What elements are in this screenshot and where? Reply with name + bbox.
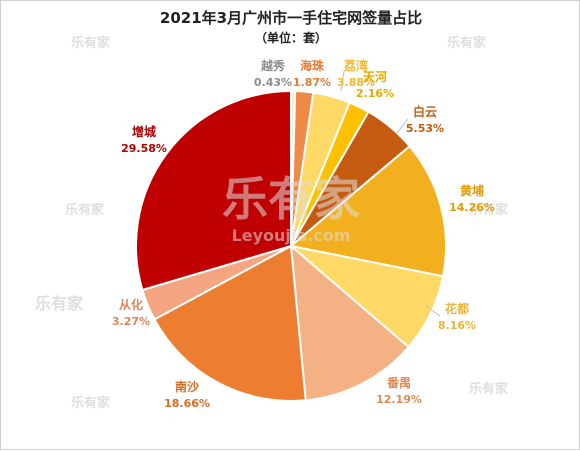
leader-line	[396, 118, 409, 134]
slice-value-label: 12.19%	[376, 393, 422, 406]
watermark-text: 乐有家	[469, 202, 509, 218]
pie-slice-5	[288, 144, 447, 278]
slice-value-label: 29.58%	[121, 142, 167, 155]
watermark-text: 乐有家	[71, 35, 111, 51]
watermark-text: 乐有家	[35, 294, 84, 313]
watermark-layer: 乐有家 乐有家 乐有家 乐有家 乐有家 乐有家 乐有家	[35, 35, 509, 411]
slice-name-label: 番禺	[386, 375, 411, 390]
slice-name-label: 越秀	[260, 58, 286, 73]
watermark-text: 乐有家	[447, 35, 487, 51]
slice-name-label: 增城	[132, 124, 156, 139]
pie-slices	[135, 89, 447, 402]
leader-line	[340, 70, 345, 92]
slice-name-label: 白云	[413, 104, 437, 119]
slice-name-label: 天河	[363, 69, 387, 84]
leader-line	[425, 305, 441, 317]
slice-value-label: 3.88%	[337, 76, 375, 89]
pie-slice-8	[153, 244, 307, 402]
chart-title: 2021年3月广州市一手住宅网签量占比	[160, 9, 422, 27]
slice-value-label: 0.43%	[254, 76, 292, 89]
watermark-text: 乐有家	[71, 395, 111, 411]
center-watermark: 乐有家 Leyoujia.com	[222, 172, 360, 245]
slice-value-label: 2.16%	[356, 87, 394, 100]
slice-name-label: 荔湾	[343, 58, 368, 73]
slice-name-label: 海珠	[300, 58, 325, 73]
slice-value-label: 1.87%	[293, 76, 331, 89]
slice-value-label: 18.66%	[164, 397, 210, 410]
slice-name-label: 黄埔	[460, 183, 484, 198]
slice-value-label: 3.27%	[112, 315, 150, 328]
watermark-site-text: Leyoujia.com	[232, 226, 351, 245]
pie-slice-10	[135, 89, 292, 292]
watermark-text: 乐有家	[65, 202, 105, 218]
slice-value-label: 8.16%	[438, 319, 476, 332]
slice-value-label: 5.53%	[406, 122, 444, 135]
slice-name-label: 花都	[445, 301, 469, 316]
pie-slice-7	[289, 243, 411, 402]
watermark-text: 乐有家	[469, 381, 509, 397]
slice-name-label: 从化	[119, 297, 143, 312]
leader-lines	[340, 70, 441, 317]
slice-labels: 越秀 0.43% 海珠 1.87% 荔湾 3.88%天河 2.16% 白云 5.53% 黄埔 14.…	[112, 58, 495, 410]
slice-value-label: 14.26%	[449, 201, 495, 214]
slice-name-label: 南沙	[175, 379, 199, 394]
chart-subtitle: （单位：套）	[255, 30, 327, 45]
watermark-logo-text: 乐有家	[222, 172, 360, 226]
